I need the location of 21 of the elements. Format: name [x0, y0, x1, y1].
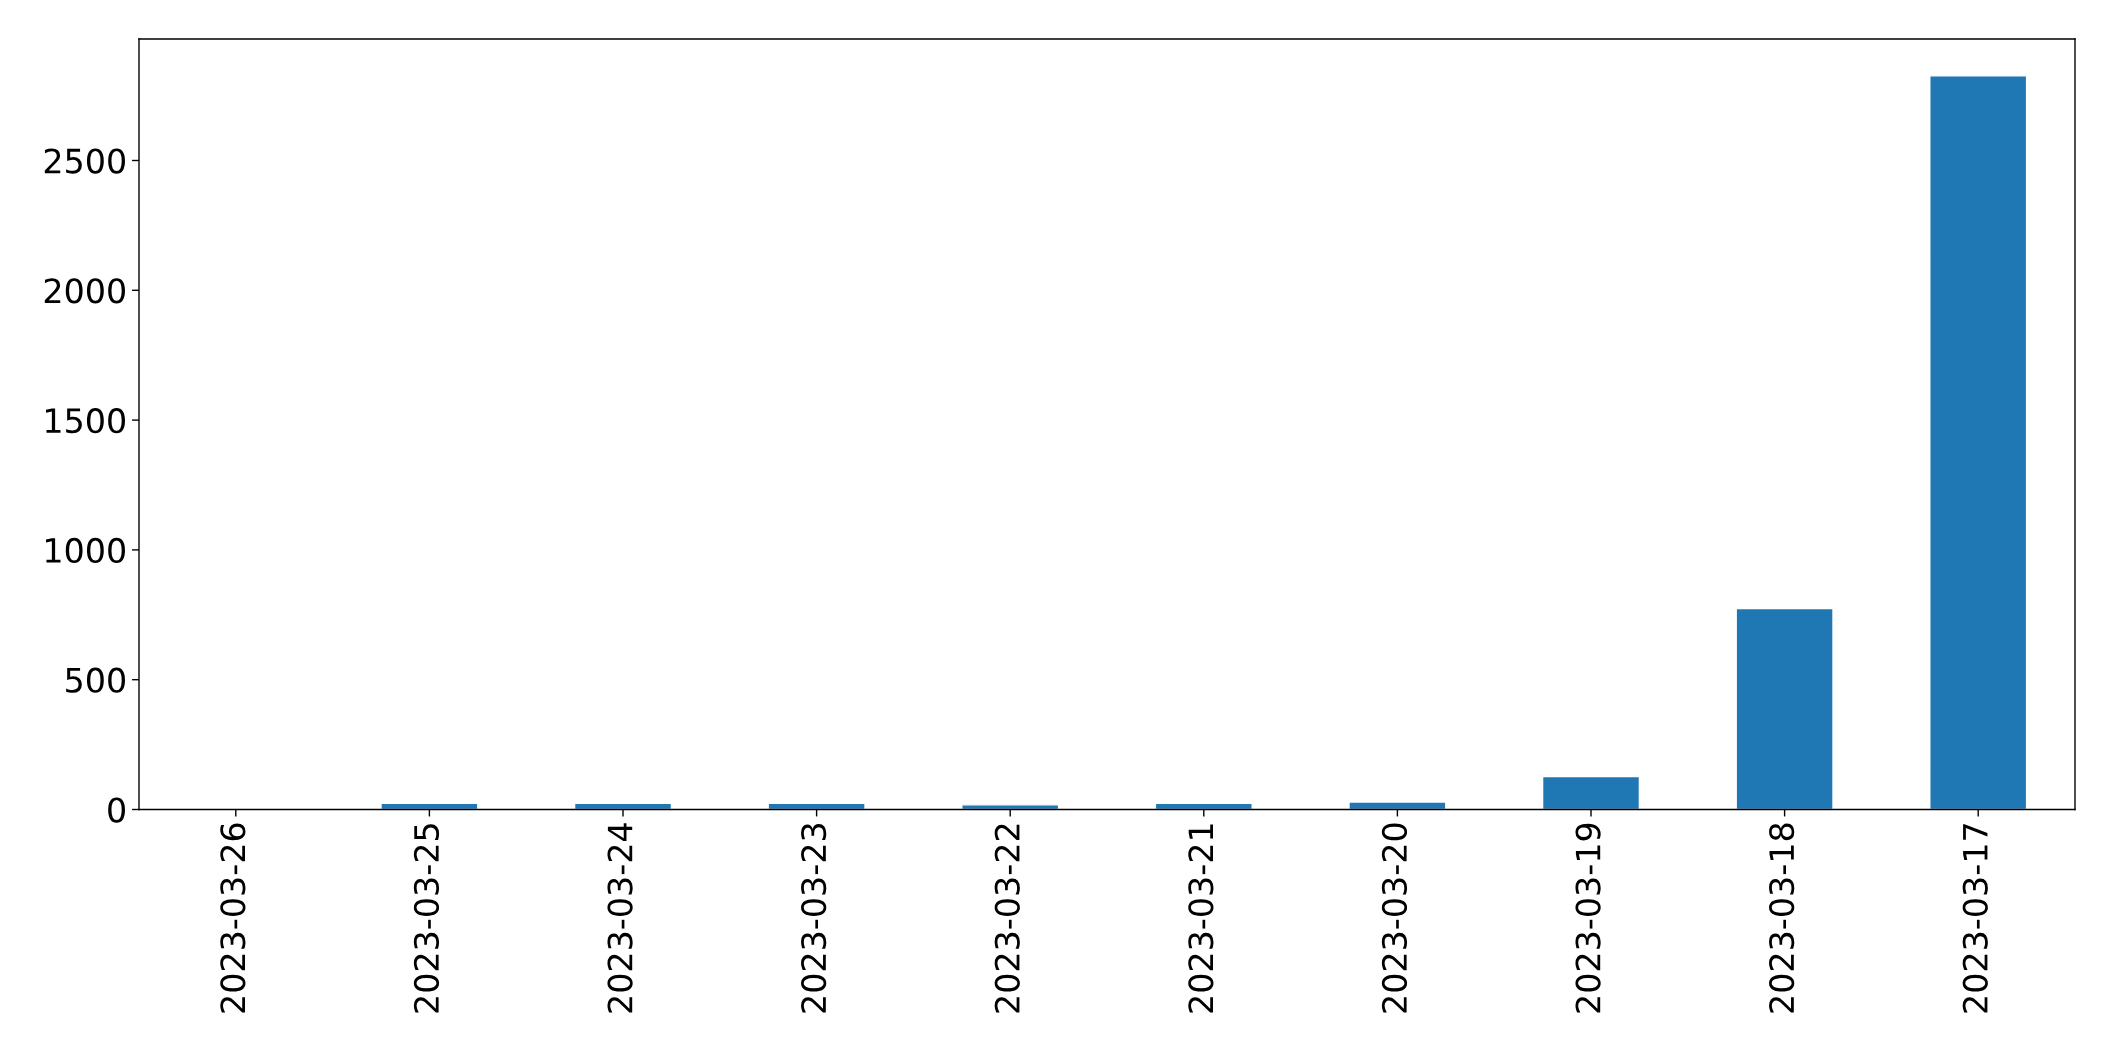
y-tick-label: 1500 [46, 408, 125, 434]
x-tick-label: 2023-03-19 [1575, 823, 1601, 1013]
x-tick-label: 2023-03-20 [1381, 823, 1408, 1013]
x-tick-label: 2023-03-25 [413, 824, 440, 1013]
x-tick-label: 2023-03-22 [994, 824, 1020, 1013]
bar [1348, 801, 1447, 810]
bar [1735, 607, 1834, 810]
x-tick-label: 2023-03-23 [801, 823, 827, 1013]
y-tick-label: 500 [66, 667, 125, 693]
x-tick-label: 2023-03-26 [220, 823, 246, 1013]
bar [961, 804, 1060, 810]
x-tick-label: 2023-03-17 [1962, 824, 1988, 1013]
bar [1541, 775, 1641, 810]
y-tick-label: 2500 [44, 148, 125, 174]
bar [1929, 75, 2028, 810]
y-tick-label: 1000 [46, 537, 125, 564]
x-tick-label: 2023-03-18 [1769, 823, 1795, 1013]
y-tick-label: 0 [108, 797, 125, 823]
x-tick-label: 2023-03-21 [1188, 824, 1214, 1013]
x-tick-label: 2023-03-24 [607, 823, 633, 1013]
y-tick-label: 2000 [44, 278, 125, 304]
